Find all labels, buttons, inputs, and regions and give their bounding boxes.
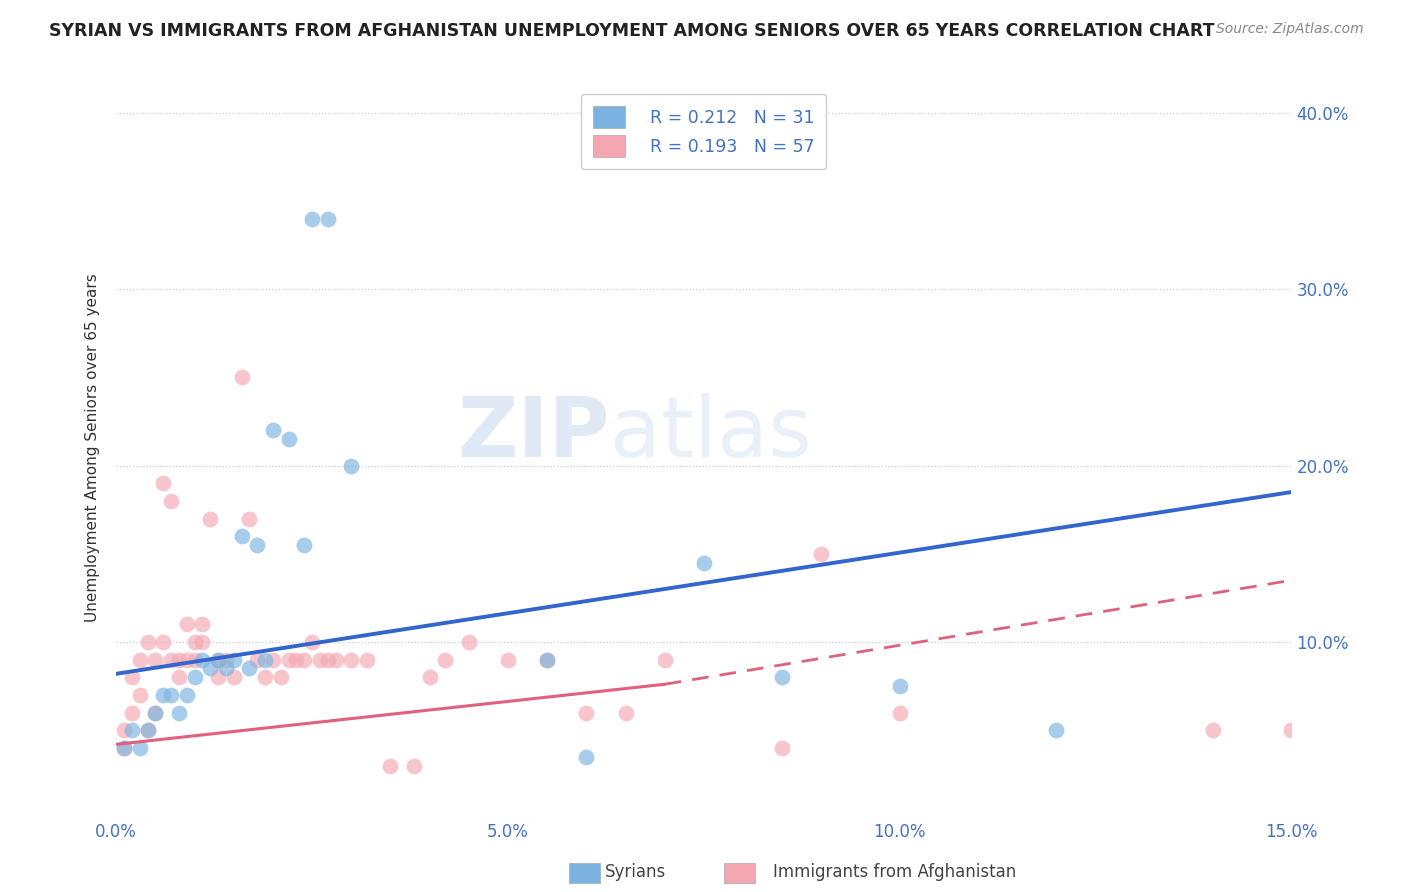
Point (176, 617, 198, 632)
Point (262, 423, 284, 437)
Point (145, 706, 167, 720)
Point (654, 653, 676, 667)
Point (152, 635, 174, 649)
Point (277, 432, 299, 446)
Point (270, 670, 292, 684)
Point (316, 653, 339, 667)
Point (191, 653, 214, 667)
Point (301, 635, 323, 649)
Point (160, 653, 183, 667)
Point (770, 670, 793, 684)
Point (152, 688, 174, 702)
Point (112, 740, 135, 755)
Point (121, 670, 143, 684)
Text: atlas: atlas (610, 392, 811, 474)
Point (128, 653, 150, 667)
Point (496, 653, 519, 667)
Point (207, 670, 229, 684)
Point (222, 670, 245, 684)
Point (419, 670, 441, 684)
Text: ZIP: ZIP (457, 392, 610, 474)
Point (231, 370, 253, 384)
Point (238, 511, 260, 525)
Point (191, 635, 214, 649)
Point (215, 653, 238, 667)
Point (145, 706, 167, 720)
Point (340, 458, 363, 473)
Point (246, 653, 269, 667)
Point (285, 653, 308, 667)
Legend:   R = 0.212   N = 31,   R = 0.193   N = 57: R = 0.212 N = 31, R = 0.193 N = 57 (581, 94, 827, 169)
Point (810, 547, 832, 561)
Point (536, 653, 558, 667)
Point (325, 653, 347, 667)
Point (145, 653, 167, 667)
Point (222, 653, 245, 667)
Point (536, 653, 558, 667)
Point (136, 723, 159, 738)
Point (176, 653, 198, 667)
Point (356, 653, 378, 667)
Y-axis label: Unemployment Among Seniors over 65 years: Unemployment Among Seniors over 65 years (86, 274, 100, 623)
Point (246, 538, 269, 552)
Point (112, 723, 135, 738)
Point (152, 476, 174, 491)
Point (402, 758, 425, 772)
Point (207, 653, 229, 667)
Point (128, 688, 150, 702)
Point (167, 706, 190, 720)
Point (167, 653, 190, 667)
Point (136, 635, 159, 649)
Point (340, 653, 363, 667)
Point (693, 556, 716, 570)
Text: Syrians: Syrians (605, 863, 666, 881)
Text: SYRIAN VS IMMIGRANTS FROM AFGHANISTAN UNEMPLOYMENT AMONG SENIORS OVER 65 YEARS C: SYRIAN VS IMMIGRANTS FROM AFGHANISTAN UN… (49, 22, 1215, 40)
Point (176, 688, 198, 702)
Point (254, 670, 277, 684)
Point (457, 635, 479, 649)
Point (575, 749, 598, 764)
Point (309, 653, 332, 667)
Point (614, 706, 637, 720)
Point (292, 653, 315, 667)
Point (207, 653, 229, 667)
Point (889, 706, 911, 720)
Point (1202, 723, 1225, 738)
Point (200, 511, 222, 525)
Point (380, 758, 402, 772)
Point (575, 706, 598, 720)
Point (200, 661, 222, 675)
Point (191, 617, 214, 632)
Point (167, 670, 190, 684)
Point (292, 538, 315, 552)
Point (160, 494, 183, 508)
Point (238, 661, 260, 675)
Text: Source: ZipAtlas.com: Source: ZipAtlas.com (1216, 22, 1364, 37)
Point (128, 740, 150, 755)
Point (262, 653, 284, 667)
Point (1281, 723, 1303, 738)
Point (316, 211, 339, 226)
Point (183, 635, 205, 649)
Point (183, 670, 205, 684)
Text: Immigrants from Afghanistan: Immigrants from Afghanistan (773, 863, 1017, 881)
Point (160, 688, 183, 702)
Point (215, 661, 238, 675)
Point (121, 723, 143, 738)
Point (254, 653, 277, 667)
Point (231, 529, 253, 543)
Point (112, 740, 135, 755)
Point (889, 679, 911, 693)
Point (136, 723, 159, 738)
Point (183, 653, 205, 667)
Point (770, 740, 793, 755)
Point (277, 653, 299, 667)
Point (121, 706, 143, 720)
Point (1045, 723, 1067, 738)
Point (434, 653, 457, 667)
Point (301, 211, 323, 226)
